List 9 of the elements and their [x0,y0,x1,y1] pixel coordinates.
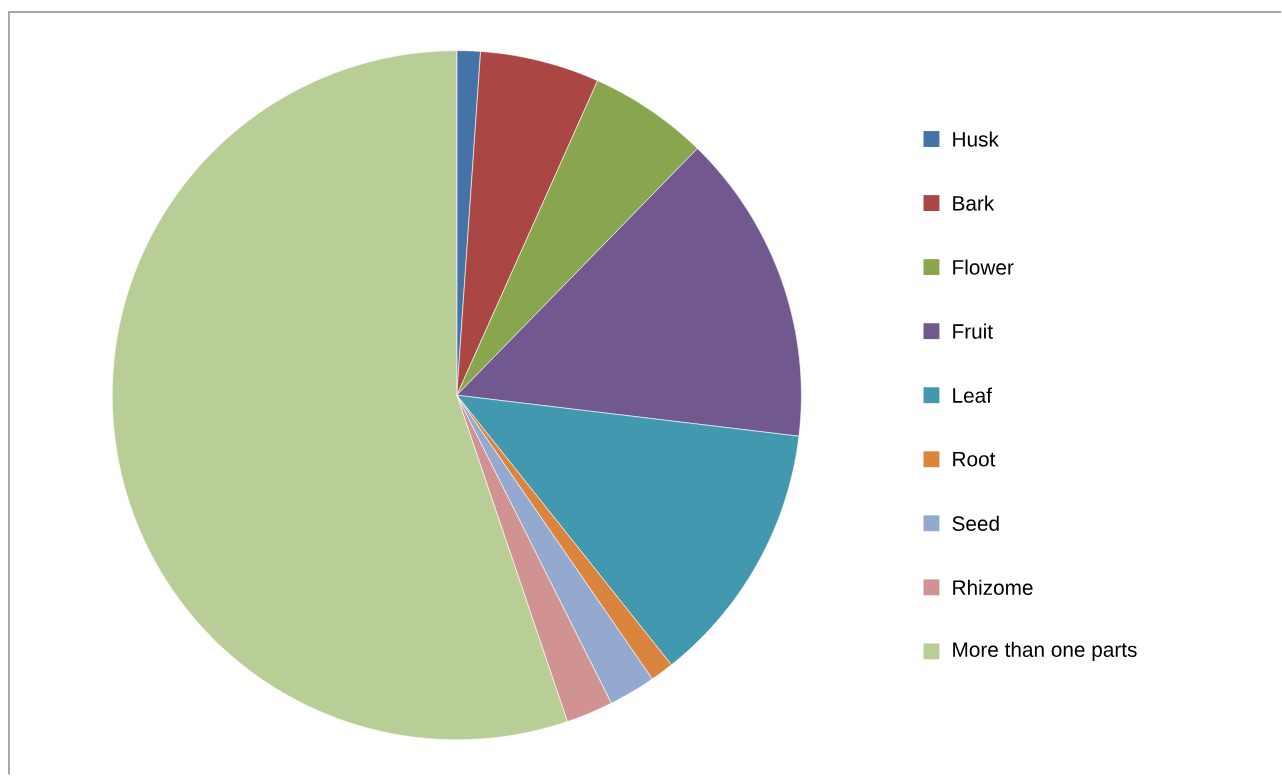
legend-label: Leaf [953,387,992,404]
legend-label: Rhizome [953,579,1033,596]
legend-label: Husk [953,131,999,147]
legend-label: Seed [952,515,999,532]
legend-label: Bark [953,195,995,211]
legend-label: More than one parts [953,641,1137,662]
legend-label: Root [953,452,996,467]
legend-label: Fruit [953,323,993,340]
legend-label: Flower [953,259,1014,275]
